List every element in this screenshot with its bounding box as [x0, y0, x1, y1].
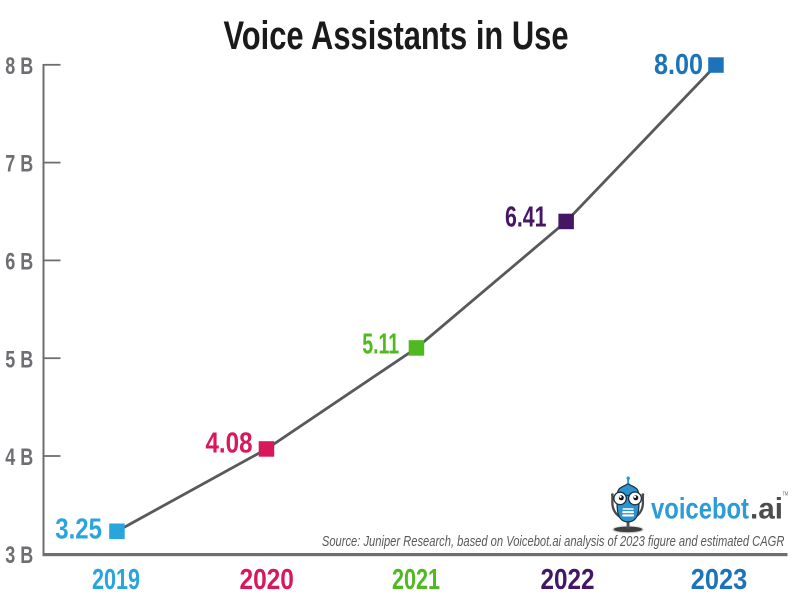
- svg-text:2021: 2021: [392, 564, 440, 596]
- svg-text:3.25: 3.25: [55, 514, 102, 546]
- svg-text:5 B: 5 B: [5, 346, 33, 373]
- svg-text:5.11: 5.11: [362, 329, 399, 361]
- svg-text:Voice Assistants in Use: Voice Assistants in Use: [224, 14, 569, 58]
- svg-text:2022: 2022: [541, 564, 595, 596]
- svg-text:4 B: 4 B: [5, 444, 33, 471]
- svg-text:6 B: 6 B: [5, 249, 33, 276]
- svg-text:4.08: 4.08: [206, 427, 253, 459]
- svg-text:2023: 2023: [691, 564, 747, 596]
- svg-text:8 B: 8 B: [5, 53, 33, 80]
- svg-text:2020: 2020: [239, 564, 294, 596]
- svg-text:6.41: 6.41: [505, 202, 547, 234]
- svg-text:7 B: 7 B: [5, 151, 33, 178]
- svg-text:voicebot: voicebot: [651, 493, 749, 526]
- svg-text:8.00: 8.00: [654, 49, 703, 81]
- svg-text:3 B: 3 B: [5, 542, 33, 569]
- svg-text:.ai: .ai: [750, 493, 783, 526]
- svg-text:TM: TM: [783, 491, 789, 497]
- svg-text:2019: 2019: [92, 564, 140, 596]
- svg-text:Source: Juniper Research, base: Source: Juniper Research, based on Voice…: [322, 533, 785, 550]
